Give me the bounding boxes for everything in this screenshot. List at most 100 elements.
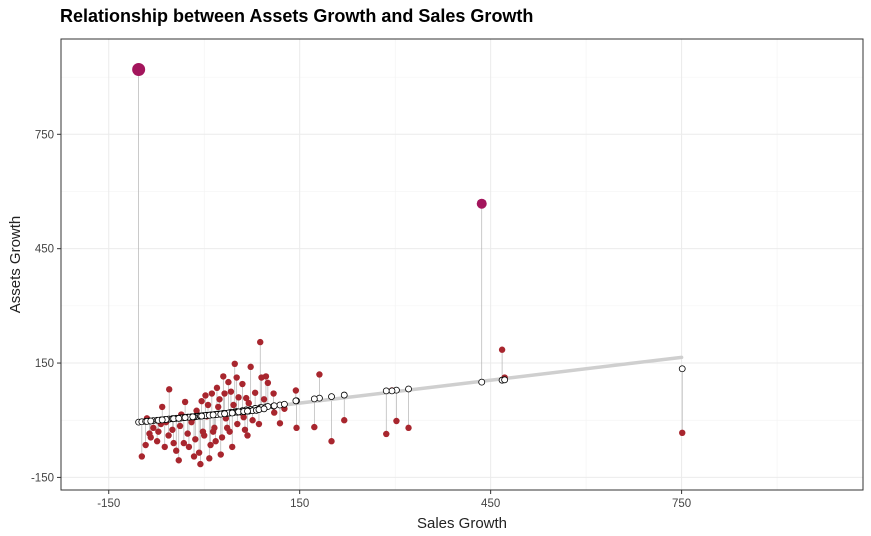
actual-point <box>257 338 264 346</box>
actual-point <box>293 424 300 432</box>
actual-point <box>223 424 231 432</box>
predicted-point <box>260 405 268 413</box>
actual-point <box>221 390 228 397</box>
actual-point <box>239 380 246 388</box>
actual-point <box>258 374 265 381</box>
x-tick-label: 450 <box>481 498 500 510</box>
actual-point <box>155 428 162 435</box>
actual-point <box>220 373 227 380</box>
predicted-point <box>388 387 396 395</box>
plot-panel-border <box>60 38 864 491</box>
predicted-point <box>328 393 335 400</box>
actual-point <box>328 438 335 445</box>
actual-point <box>316 371 323 378</box>
actual-point <box>215 403 222 411</box>
predicted-point <box>228 409 236 417</box>
predicted-point <box>382 387 390 395</box>
predicted-point <box>501 376 509 384</box>
actual-point <box>234 420 241 428</box>
chart-title: Relationship between Assets Growth and S… <box>60 6 533 26</box>
actual-point <box>181 398 189 406</box>
x-tick-label: 750 <box>672 498 691 510</box>
actual-point <box>498 346 506 353</box>
grid-lines <box>61 39 863 490</box>
actual-point <box>476 198 487 209</box>
predicted-point <box>147 417 155 425</box>
actual-point <box>147 434 154 441</box>
actual-point <box>132 62 146 76</box>
actual-point <box>138 453 146 460</box>
predicted-points <box>135 365 686 426</box>
actual-point <box>212 438 219 445</box>
actual-point <box>249 417 256 424</box>
actual-point <box>197 460 204 468</box>
actual-point <box>185 443 193 451</box>
actual-point <box>229 443 236 451</box>
actual-point <box>192 436 199 443</box>
predicted-point <box>340 391 348 399</box>
predicted-point <box>198 412 206 420</box>
actual-point <box>235 394 242 401</box>
y-tick-label: 750 <box>35 129 54 141</box>
y-axis-ticks: -150 150 450 750 <box>31 129 61 484</box>
predicted-point <box>244 407 251 415</box>
actual-point <box>231 360 238 368</box>
actual-point <box>209 428 217 435</box>
actual-point <box>216 396 223 403</box>
actual-point <box>198 397 205 405</box>
predicted-point <box>281 400 288 408</box>
actual-point <box>270 390 277 397</box>
actual-point <box>207 441 214 449</box>
predicted-point <box>310 395 318 403</box>
actual-point <box>241 426 249 433</box>
x-tick-label: -150 <box>97 498 120 510</box>
actual-point <box>225 378 232 386</box>
actual-point <box>153 438 161 445</box>
actual-point <box>175 457 182 464</box>
actual-point <box>341 417 348 424</box>
actual-point <box>245 399 252 407</box>
actual-point <box>227 388 235 395</box>
predicted-point <box>175 414 183 422</box>
predicted-point <box>478 378 486 386</box>
x-axis-ticks: -150 150 450 750 <box>97 490 691 510</box>
actual-point <box>218 434 226 441</box>
x-axis-title: Sales Growth <box>417 515 507 532</box>
actual-point <box>195 449 203 456</box>
y-tick-label: 450 <box>35 244 54 256</box>
y-tick-label: -150 <box>31 472 54 484</box>
y-tick-label: 150 <box>35 358 54 370</box>
actual-point <box>170 439 177 447</box>
predicted-point <box>209 411 217 419</box>
actual-point <box>201 432 208 439</box>
actual-point <box>264 379 272 387</box>
actual-point <box>311 423 318 431</box>
y-axis-title: Assets Growth <box>7 216 24 314</box>
predicted-point <box>181 414 189 421</box>
actual-point <box>150 424 157 432</box>
actual-point <box>276 420 284 427</box>
actual-point <box>243 394 250 402</box>
actual-point <box>184 430 191 437</box>
predicted-point <box>221 410 228 418</box>
actual-point <box>193 407 200 414</box>
actual-point <box>292 387 300 394</box>
actual-point <box>190 453 198 460</box>
actual-point <box>240 413 247 421</box>
predicted-point <box>292 397 300 405</box>
actual-point <box>173 447 180 454</box>
actual-point <box>405 424 412 432</box>
actual-point <box>161 443 168 451</box>
predicted-point <box>189 413 197 421</box>
actual-point <box>247 363 254 371</box>
actual-point <box>383 430 390 438</box>
actual-point <box>204 401 212 409</box>
actual-point <box>180 439 188 447</box>
actual-point <box>142 441 149 449</box>
actual-point <box>176 422 184 430</box>
actual-point <box>251 389 259 396</box>
actual-point <box>217 451 224 458</box>
predicted-point <box>270 402 278 410</box>
predicted-point <box>405 385 412 393</box>
